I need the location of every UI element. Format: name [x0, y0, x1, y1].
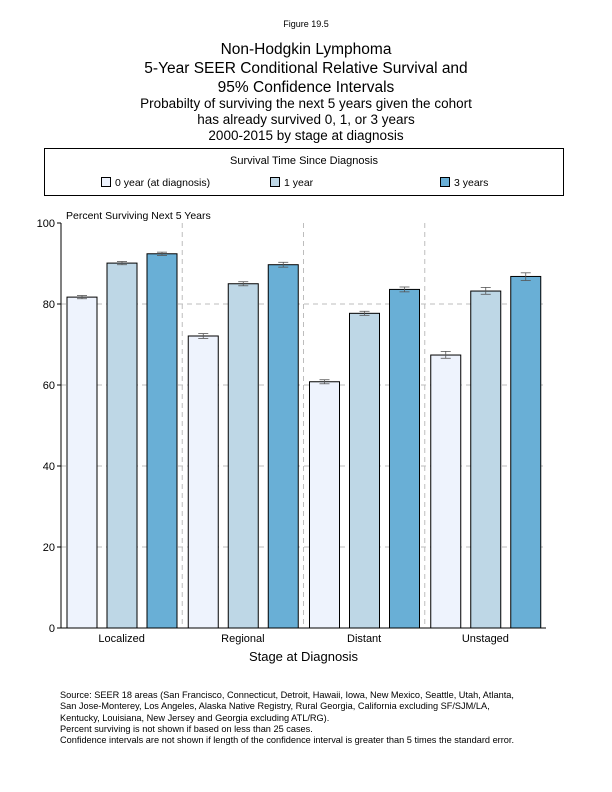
chart-subtitle-line-2: has already survived 0, 1, or 3 years: [197, 112, 415, 127]
footnote-source-3: Kentucky, Louisiana, New Jersey and Geor…: [60, 712, 330, 723]
bar-distant-series-2: [389, 288, 420, 629]
x-axis-label: Stage at Diagnosis: [249, 649, 359, 664]
footnote-ci: Confidence intervals are not shown if le…: [60, 735, 515, 746]
legend-label-0-year: 0 year (at diagnosis): [115, 177, 211, 189]
bar-regional-series-1: [227, 283, 259, 629]
chart-subtitle-line-1: Probabilty of surviving the next 5 years…: [140, 96, 472, 111]
legend-swatch-1-year: [270, 177, 280, 187]
footnotes: Source: SEER 18 areas (San Francisco, Co…: [60, 690, 580, 746]
x-tick-label-regional: Regional: [221, 633, 264, 645]
chart-title-line-1: Non-Hodgkin Lymphoma: [220, 41, 392, 58]
x-tick-label-localized: Localized: [98, 633, 144, 645]
chart-subtitle-line-3: 2000-2015 by stage at diagnosis: [208, 128, 404, 143]
bar-unstaged-series-0: [430, 354, 462, 629]
bar-unstaged-series-2: [510, 275, 542, 629]
legend-label-1-year: 1 year: [284, 177, 314, 189]
y-tick-label-80: 80: [43, 299, 55, 311]
bar-localized-series-0: [66, 296, 98, 629]
chart-legend: Survival Time Since Diagnosis 0 year (at…: [44, 148, 564, 196]
legend-item-1-year: 1 year: [270, 177, 313, 189]
y-tick-label-20: 20: [43, 542, 55, 554]
legend-title: Survival Time Since Diagnosis: [230, 155, 378, 167]
bar-unstaged-series-1: [470, 290, 502, 629]
legend-swatch-0-year: [101, 177, 111, 187]
chart-title-line-3: 95% Confidence Intervals: [217, 79, 395, 96]
y-tick-label-100: 100: [37, 218, 55, 230]
x-tick-label-distant: Distant: [347, 633, 381, 645]
x-tick-label-unstaged: Unstaged: [462, 633, 509, 645]
bar-localized-series-2: [146, 253, 178, 629]
footnote-cases: Percent surviving is not shown if based …: [60, 723, 313, 734]
legend-label-3-years: 3 years: [454, 177, 489, 189]
y-axis-label: Percent Surviving Next 5 Years: [66, 210, 211, 222]
footnote-source-2: San Jose-Monterey, Los Angeles, Alaska N…: [60, 701, 490, 712]
y-tick-label-40: 40: [43, 461, 55, 473]
figure-label: Figure 19.5: [283, 19, 329, 29]
footnote-source-1: Source: SEER 18 areas (San Francisco, Co…: [60, 690, 514, 700]
bar-distant-series-0: [309, 381, 340, 629]
chart-title-line-2: 5-Year SEER Conditional Relative Surviva…: [144, 60, 468, 77]
bar-distant-series-1: [349, 312, 380, 629]
bar-regional-series-0: [187, 335, 219, 629]
legend-swatch-3-years: [440, 177, 450, 187]
bar-localized-series-1: [106, 262, 138, 629]
bar-chart: Localized Regional Distant Unstaged 0 20 40 60 8…: [37, 210, 546, 664]
y-tick-label-60: 60: [43, 380, 55, 392]
legend-item-0-year: 0 year (at diagnosis): [101, 177, 210, 189]
y-tick-label-0: 0: [49, 623, 55, 635]
bar-regional-series-2: [267, 264, 299, 629]
legend-item-3-years: 3 years: [440, 177, 488, 189]
